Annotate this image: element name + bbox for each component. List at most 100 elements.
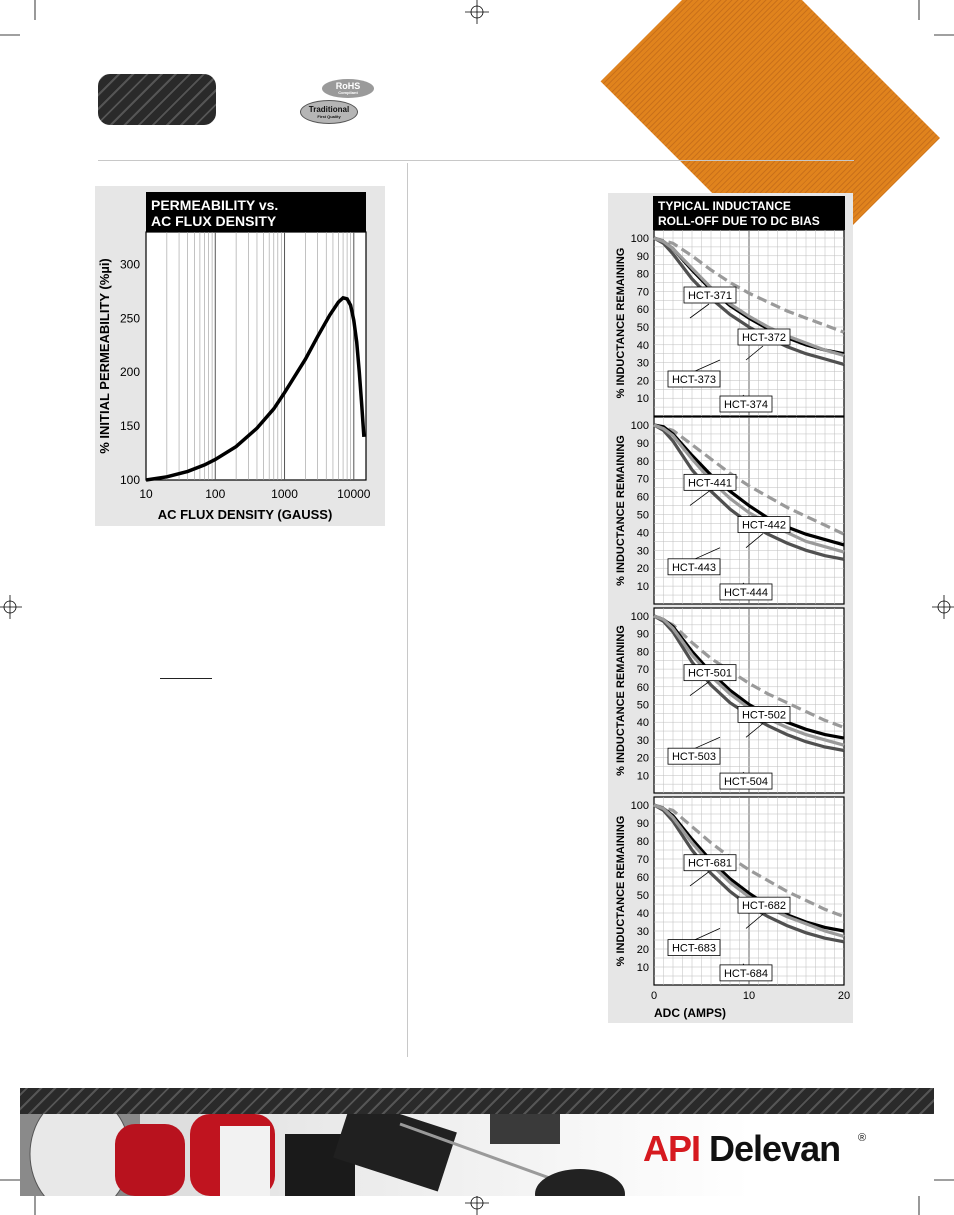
series-callout-box [667,747,721,765]
y-tick-label: 200 [120,365,140,379]
y-tick-label: 70 [637,664,649,676]
chart-title-line-2: ROLL-OFF DUE TO DC BIAS [658,214,820,228]
series-callout-label: HCT-371 [688,290,732,302]
callout-pointer [745,533,764,549]
series-callout-label: HCT-682 [742,900,786,912]
series-line-hct-371 [653,236,845,334]
y-tick-label: 10 [637,962,649,974]
callout-pointer [745,723,764,738]
permeability-chart: PERMEABILITY vs. AC FLUX DENSITY 100 150 2… [95,186,385,526]
y-tick-label: 80 [637,646,649,658]
series-callout-box [667,558,721,576]
brand-registered-mark: ® [858,1132,867,1144]
series-callout-box [667,370,721,388]
y-tick-label: 20 [637,563,649,575]
plot-area [145,231,367,481]
rohs-sub-text: Compliant [338,90,358,95]
y-tick-label: 80 [637,456,649,468]
series-callout-label: HCT-442 [742,520,786,532]
series-line-hct-684 [653,803,845,938]
y-tick-label: 70 [637,286,649,298]
series-callout-box [683,854,737,872]
series-callout-label: HCT-681 [688,858,732,870]
header-tab [98,74,216,125]
series-callout-box [737,706,791,723]
y-tick-label: 30 [637,358,649,370]
y-tick-label: 10 [637,581,649,593]
series-callout-box [667,939,721,957]
y-tick-label: 90 [637,818,649,830]
y-tick-label: 80 [637,836,649,848]
callout-pointer [689,681,710,696]
y-axis-label: % INDUCTANCE REMAINING [615,816,627,967]
brand-name: Delevan [709,1128,841,1169]
series-callout-box [683,286,737,304]
y-axis-label: % INDUCTANCE REMAINING [615,435,627,586]
footer-carbon-band [20,1088,934,1114]
callout-pointer [692,736,721,750]
series-callout-label: HCT-374 [724,399,768,411]
series-callout-box [719,772,773,790]
series-callout-label: HCT-502 [742,709,786,721]
y-tick-label: 30 [637,735,649,747]
y-tick-label: 60 [637,872,649,884]
chart-title-bar [653,196,845,230]
y-tick-label: 70 [637,854,649,866]
inductor-photo-illustration [20,1114,625,1196]
series-line-hct-444 [653,423,845,554]
y-tick-label: 50 [637,700,649,712]
series-line-hct-441 [653,423,845,536]
y-tick-label: 250 [120,311,140,325]
series-callout-label: HCT-443 [672,562,716,574]
series-callout-label: HCT-504 [724,776,768,788]
y-tick-label: 150 [120,419,140,433]
y-tick-label: 100 [631,233,649,245]
api-delevan-logo: API Delevan [643,1128,841,1170]
y-tick-label: 40 [637,527,649,539]
x-tick-label: 1000 [271,487,298,501]
x-tick-label: 20 [838,990,850,1002]
y-tick-label: 40 [637,340,649,352]
y-tick-label: 60 [637,682,649,694]
y-tick-label: 90 [637,251,649,263]
y-tick-label: 50 [637,890,649,902]
y-tick-label: 100 [631,420,649,432]
y-tick-label: 90 [637,438,649,450]
x-tick-label: 10 [743,990,755,1002]
y-tick-label: 50 [637,322,649,334]
series-line-hct-373 [653,236,845,366]
y-tick-label: 40 [637,908,649,920]
callout-pointer [689,871,710,887]
callout-pointer [745,345,764,361]
y-tick-label: 90 [637,629,649,641]
callout-pointer [745,913,764,929]
series-callout-label: HCT-503 [672,751,716,763]
header-divider [98,160,854,161]
callout-pointer [689,491,710,506]
y-axis-label: % INITIAL PERMEABILITY (%µi) [97,258,112,454]
series-callout-box [683,664,737,682]
y-tick-label: 100 [631,800,649,812]
y-tick-label: 70 [637,474,649,486]
y-tick-label: 40 [637,717,649,729]
y-tick-label: 20 [637,375,649,387]
y-tick-label: 20 [637,753,649,765]
y-tick-label: 10 [637,770,649,782]
series-line-hct-501 [653,614,845,729]
y-tick-label: 50 [637,510,649,522]
callout-pointer [692,928,721,941]
series-callout-box [737,516,791,533]
y-tick-label: 30 [637,926,649,938]
y-axis-label: % INDUCTANCE REMAINING [615,625,627,776]
column-divider [407,163,408,1057]
x-tick-label: 0 [651,990,657,1002]
permeability-curve [145,295,366,482]
series-callout-label: HCT-372 [742,332,786,344]
series-callout-label: HCT-684 [724,968,768,980]
x-tick-label: 10000 [337,487,371,501]
rolloff-panel: 10 20 30 40 50 60 70 80 90 100 % INDUCTANCE REMAIN… [615,607,845,794]
y-tick-label: 80 [637,269,649,281]
x-axis-label: ADC (AMPS) [654,1006,726,1020]
callout-pointer [692,547,721,561]
series-line-hct-374 [653,236,845,358]
